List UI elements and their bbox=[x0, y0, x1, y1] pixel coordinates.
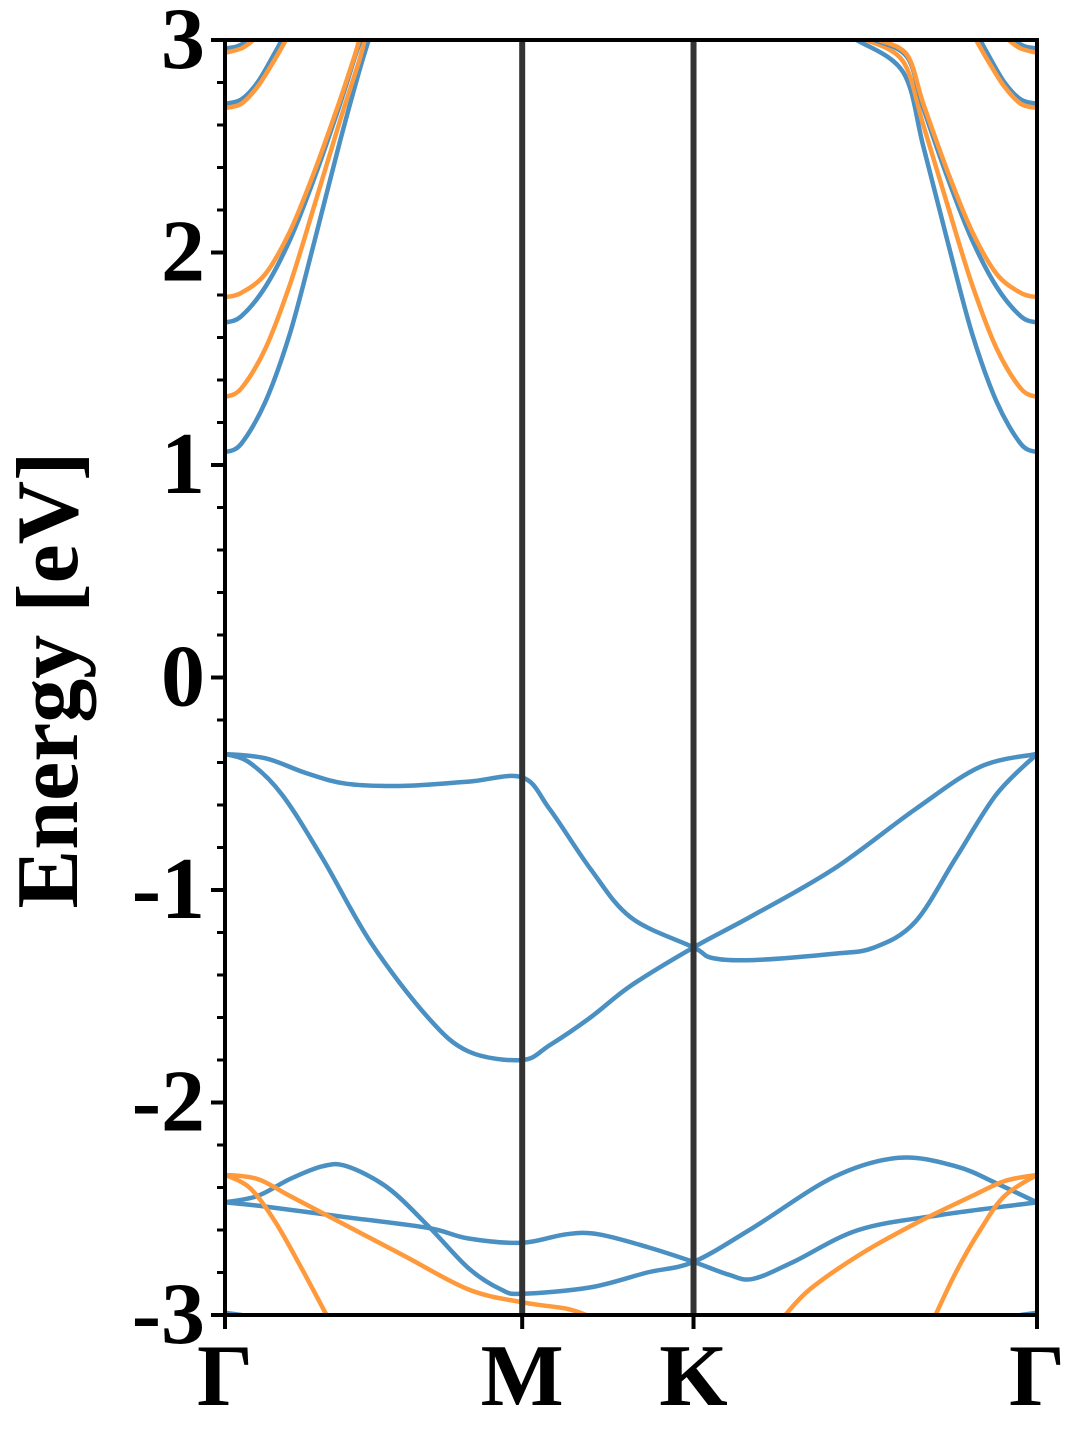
y-tick-label: -1 bbox=[132, 841, 205, 938]
y-tick-label: -2 bbox=[132, 1054, 205, 1151]
band-line-blue-10 bbox=[225, 40, 371, 455]
band-line-orange-23 bbox=[973, 40, 1037, 111]
y-tick-label: 1 bbox=[161, 416, 205, 513]
band-line-orange-19 bbox=[864, 40, 1037, 400]
band-line-orange-21 bbox=[876, 40, 1037, 300]
y-tick-label: 3 bbox=[161, 0, 205, 88]
x-tick-label-3: Γ bbox=[1009, 1328, 1065, 1425]
bands-layer bbox=[225, 40, 1037, 1315]
band-line-orange-15 bbox=[225, 40, 289, 111]
y-axis-label: Energy [eV] bbox=[0, 452, 97, 909]
band-line-blue-1 bbox=[225, 751, 1037, 1063]
y-axis-ticks: 3 2 1 0 -1 -2 -3 bbox=[132, 0, 225, 1363]
band-line-blue-14 bbox=[225, 40, 285, 107]
band-line-blue-18 bbox=[854, 40, 1037, 455]
band-line-orange-6 bbox=[783, 1172, 1037, 1315]
y-tick-label: 2 bbox=[161, 204, 205, 301]
band-line-blue-0 bbox=[225, 751, 1037, 963]
y-tick-label: -3 bbox=[132, 1266, 205, 1363]
band-line-orange-7 bbox=[933, 1172, 1037, 1315]
band-line-blue-3 bbox=[225, 1200, 1037, 1282]
x-tick-label-2: K bbox=[659, 1328, 727, 1425]
band-line-orange-5 bbox=[225, 1172, 329, 1315]
x-tick-label-1: M bbox=[481, 1328, 564, 1425]
band-line-blue-22 bbox=[977, 40, 1037, 107]
band-line-orange-4 bbox=[225, 1172, 589, 1315]
plot-frame bbox=[223, 38, 1039, 1317]
x-tick-label-0: Γ bbox=[197, 1328, 253, 1425]
y-tick-label: 0 bbox=[161, 629, 205, 726]
band-line-orange-13 bbox=[225, 40, 362, 300]
band-line-orange-11 bbox=[225, 40, 367, 400]
band-line-blue-2 bbox=[225, 1155, 1037, 1297]
high-symmetry-lines bbox=[519, 40, 697, 1315]
